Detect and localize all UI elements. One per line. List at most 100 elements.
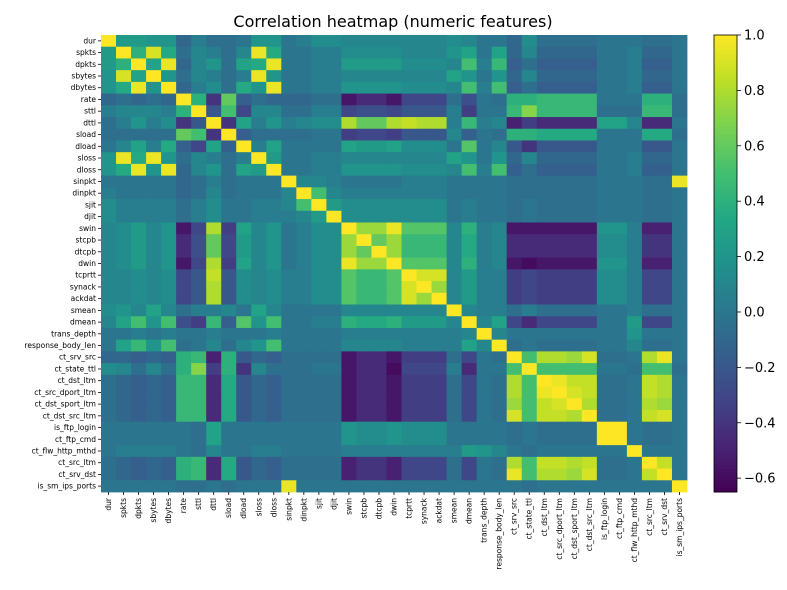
heatmap-cell: [206, 140, 222, 153]
x-tick-label: dinpkt: [299, 498, 308, 522]
heatmap-cell: [611, 456, 628, 469]
x-tick-labels: dur spkts dpkts sbytes dbytes rate sttl dttl slo…: [104, 492, 684, 570]
heatmap-cell: [416, 409, 432, 423]
heatmap-cell: [266, 269, 282, 282]
heatmap-cell: [431, 187, 447, 200]
heatmap-cell: [296, 199, 312, 212]
heatmap-cell: [656, 210, 673, 223]
heatmap-cell: [326, 175, 342, 188]
heatmap-cell: [236, 445, 252, 458]
colorbar-segment: [714, 221, 737, 226]
heatmap-cell: [161, 70, 177, 83]
heatmap-cell: [296, 269, 312, 282]
heatmap-cell: [326, 327, 342, 341]
heatmap-cell: [626, 339, 643, 352]
heatmap-cell: [416, 210, 432, 223]
heatmap-cell: [596, 117, 613, 130]
heatmap-cell: [176, 199, 192, 212]
heatmap-cell: [101, 468, 117, 481]
heatmap-cell: [116, 363, 132, 376]
heatmap-cell: [671, 93, 688, 106]
heatmap-cell: [131, 456, 147, 469]
heatmap-cell: [236, 234, 252, 247]
heatmap-cell: [206, 222, 222, 235]
heatmap-cell: [311, 46, 327, 59]
x-tick-label: ct_dst_sport_ltm: [570, 498, 579, 560]
heatmap-cell: [251, 175, 267, 188]
heatmap-cell: [521, 421, 538, 434]
heatmap-cell: [206, 257, 222, 270]
heatmap-cell: [641, 163, 658, 177]
heatmap-cell: [641, 316, 658, 329]
heatmap-cell: [281, 281, 297, 294]
heatmap-cell: [416, 281, 432, 294]
heatmap-cell: [596, 93, 613, 106]
heatmap-cell: [506, 292, 523, 305]
heatmap-cell: [281, 351, 297, 364]
heatmap-cell: [671, 152, 688, 165]
x-tick-label: sbytes: [149, 498, 158, 523]
heatmap-cell: [461, 456, 478, 469]
y-tick-label: trans_depth: [51, 329, 96, 338]
heatmap-cell: [236, 304, 252, 317]
heatmap-cell: [131, 81, 147, 94]
heatmap-cell: [266, 163, 282, 177]
heatmap-cell: [281, 81, 297, 94]
heatmap-cell: [356, 210, 372, 223]
heatmap-cell: [296, 339, 312, 352]
heatmap-cell: [566, 257, 583, 270]
heatmap-cell: [326, 433, 342, 446]
heatmap-cell: [281, 421, 297, 434]
heatmap-cell: [326, 46, 342, 59]
heatmap-cell: [221, 140, 237, 153]
heatmap-cell: [161, 35, 177, 48]
heatmap-cell: [161, 433, 177, 446]
heatmap-cell: [446, 46, 463, 59]
colorbar-segment: [714, 385, 737, 390]
heatmap-cell: [446, 58, 463, 71]
heatmap-cell: [236, 339, 252, 352]
heatmap-cell: [191, 70, 207, 83]
heatmap-cell: [461, 105, 478, 118]
heatmap-cell: [596, 210, 613, 223]
x-tick-label: is_sm_ips_ports: [675, 498, 684, 557]
heatmap-cell: [416, 70, 432, 83]
heatmap-cell: [281, 128, 297, 141]
heatmap-cell: [581, 386, 598, 399]
heatmap-cell: [626, 163, 643, 177]
heatmap-cell: [461, 468, 478, 481]
x-tick-label: dwin: [390, 498, 399, 516]
heatmap-cell: [146, 163, 162, 177]
heatmap-cell: [281, 117, 297, 130]
heatmap-cell: [146, 386, 162, 399]
heatmap-cell: [386, 374, 402, 387]
heatmap-cell: [566, 456, 583, 469]
heatmap-cell: [656, 187, 673, 200]
heatmap-cell: [146, 46, 162, 59]
colorbar-segment: [714, 282, 737, 287]
heatmap-cell: [581, 281, 598, 294]
heatmap-cell: [656, 222, 673, 235]
heatmap-cell: [356, 187, 372, 200]
heatmap-cell: [116, 480, 132, 493]
heatmap-cell: [506, 480, 523, 493]
heatmap-cell: [431, 163, 447, 177]
heatmap-cell: [116, 316, 132, 329]
heatmap-cell: [101, 386, 117, 399]
heatmap-cell: [491, 128, 508, 141]
heatmap-cell: [206, 210, 222, 223]
colorbar-segment: [714, 217, 737, 223]
heatmap-cell: [101, 269, 117, 282]
heatmap-cell: [251, 35, 267, 48]
heatmap-cell: [281, 327, 297, 341]
heatmap-cell: [146, 152, 162, 165]
heatmap-cell: [641, 46, 658, 59]
heatmap-cell: [596, 199, 613, 212]
heatmap-cell: [146, 35, 162, 48]
heatmap-cell: [371, 163, 387, 177]
heatmap-cell: [311, 257, 327, 270]
heatmap-cell: [251, 421, 267, 434]
heatmap-cell: [176, 46, 192, 59]
heatmap-cell: [551, 281, 568, 294]
heatmap-cell: [116, 187, 132, 200]
